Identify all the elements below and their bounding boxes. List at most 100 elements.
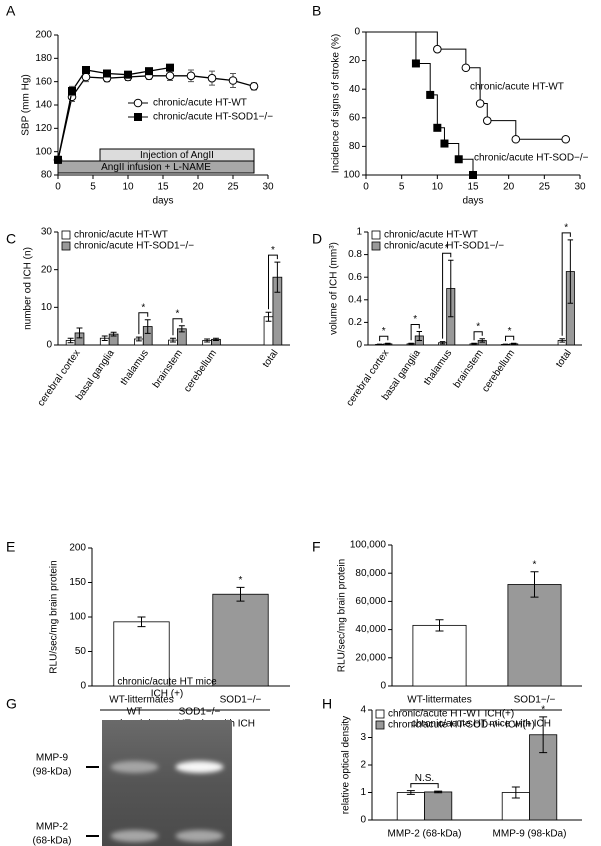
y-tick-label: 30 [41, 227, 53, 238]
annotation-text: AngII infusion + L-NAME [101, 162, 211, 173]
significance-label: N.S. [415, 773, 434, 784]
x-tick-label: 30 [262, 182, 274, 193]
y-tick-label: 100,000 [350, 540, 387, 551]
marker [411, 59, 420, 68]
gel-title: chronic/acute HT mice [117, 677, 217, 688]
error-bar [144, 319, 151, 334]
significance-label: * [476, 321, 480, 332]
x-tick-label: 5 [90, 182, 96, 193]
y-tick-label: 10 [41, 302, 53, 313]
x-tick-label: 10 [122, 182, 134, 193]
y-tick-label: 0 [46, 340, 52, 351]
y-tick-label: 20 [349, 55, 361, 66]
gel [102, 720, 232, 846]
gel-band [110, 761, 159, 773]
error-bar [567, 239, 574, 304]
error-bar [101, 335, 108, 341]
error-bar [204, 338, 211, 343]
panel-label: B [312, 3, 321, 19]
y-tick-label: 50 [75, 646, 87, 657]
error-bar [170, 337, 176, 343]
step-line [366, 31, 474, 175]
significance-label: * [508, 326, 512, 337]
x-axis-label: chronic/acute HT mice with ICH [411, 719, 551, 730]
series-label: chronic/acute HT-SOD−/− [474, 153, 589, 164]
legend-label: chronic/acute HT-WT [74, 230, 168, 241]
significance-bracket [442, 252, 452, 339]
error-bar [274, 261, 281, 293]
bar [212, 593, 269, 687]
significance-label: * [533, 559, 537, 570]
error-bar [416, 330, 423, 341]
y-tick-label: 200 [35, 30, 52, 41]
x-tick-label: 15 [467, 182, 479, 193]
marker [475, 99, 485, 108]
y-tick-label: 160 [35, 76, 52, 87]
marker [166, 63, 174, 72]
band-size: (98-kDa) [33, 767, 72, 778]
gel-band [110, 830, 159, 842]
panel-label: H [322, 696, 332, 712]
marker [469, 171, 477, 179]
error-bar [479, 338, 485, 343]
y-tick-label: 100 [69, 612, 86, 623]
x-tick-label: SOD1−/− [514, 695, 556, 706]
significance-label: * [564, 223, 568, 234]
marker [433, 123, 442, 132]
y-tick-label: 20 [41, 264, 53, 275]
x-tick-label: thalamus [422, 348, 454, 388]
y-tick-label: 40,000 [355, 624, 386, 635]
x-tick-label: total [554, 348, 574, 370]
significance-bracket [268, 254, 278, 310]
significance-bracket [561, 232, 571, 336]
y-tick-label: 1 [360, 787, 366, 798]
y-tick-label: 20,000 [355, 652, 386, 663]
series-label: chronic/acute HT-WT [470, 82, 564, 93]
marker [440, 139, 449, 148]
significance-label: * [141, 302, 145, 313]
error-bar [530, 571, 539, 598]
legend-swatch [375, 709, 385, 719]
band-name: MMP-9 [36, 753, 69, 764]
band-size: (68-kDa) [33, 836, 72, 846]
error-bar [435, 619, 444, 632]
marker [561, 134, 571, 144]
error-bar [439, 341, 446, 345]
panel-label: C [6, 231, 16, 247]
error-bar [265, 311, 272, 322]
bar [424, 791, 453, 821]
annotation-text: Injection of AngII [140, 150, 214, 161]
x-tick-label: 20 [192, 182, 204, 193]
y-axis-label: relative optical density [341, 716, 352, 814]
marker [124, 70, 132, 79]
y-axis-label: RLU/sec/mg brain protein [337, 559, 348, 672]
marker [511, 134, 521, 144]
y-axis-label: Incidence of signs of stroke (%) [331, 34, 342, 174]
error-bar [406, 790, 415, 795]
error-bar [178, 325, 185, 333]
x-tick-label: brainstem [151, 348, 185, 390]
x-tick-label: brainstem [452, 348, 486, 390]
lane-label: WT [127, 707, 143, 718]
x-tick-label: MMP-2 (68-kDa) [388, 829, 462, 840]
x-tick-label: cerebellum [480, 348, 517, 394]
y-tick-label: 100 [35, 146, 52, 157]
error-bar [376, 343, 383, 346]
y-tick-label: 180 [35, 53, 52, 64]
significance-bracket [138, 312, 149, 335]
x-tick-label: WT-littermates [407, 695, 471, 706]
x-tick-label: cerebellum [182, 348, 219, 394]
legend-label: chronic/acute HT-SOD−/− ICH(+) [388, 720, 535, 731]
error-bar [502, 343, 509, 346]
y-tick-label: 0 [380, 681, 386, 692]
bar [412, 624, 467, 687]
gel-band [175, 761, 224, 773]
panel-label: F [312, 539, 321, 555]
panel-label: A [6, 3, 16, 19]
y-axis-label: volume of ICH (mm³) [329, 242, 340, 335]
legend-swatch [371, 230, 381, 240]
x-tick-label: WT-littermates [109, 695, 173, 706]
legend-marker [133, 98, 143, 108]
